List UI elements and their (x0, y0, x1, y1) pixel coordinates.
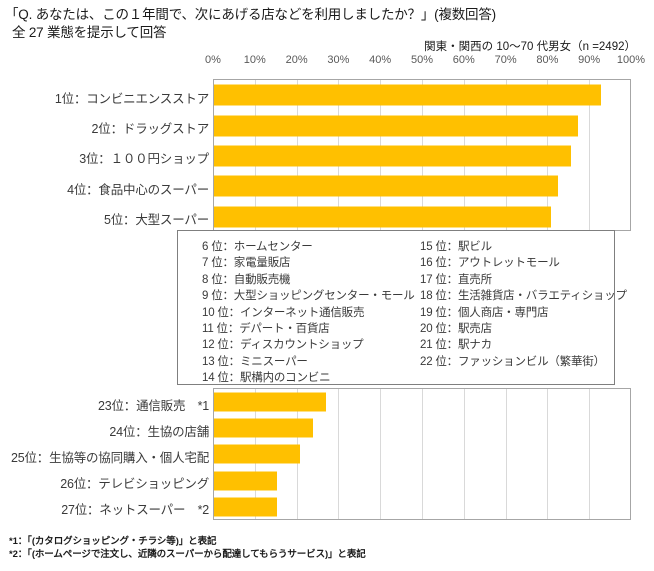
category-label: 3位：１００円ショップ (79, 152, 209, 167)
category-label: 23位：通信販売 *1 (97, 398, 209, 413)
sample-size-note: 関東・関西の 10〜70 代男女（n =2492） (424, 41, 636, 53)
category-label: 24位：生協の店舗 (109, 424, 209, 439)
gridline-70 (505, 389, 507, 519)
gridline-90 (589, 389, 591, 519)
footnotes: *1：「(カタログショッピング・チラシ等)」と表記 *2：「(ホームページで注文し… (9, 535, 366, 561)
legend-left-item: 13 位：ミニスーパー (202, 355, 308, 368)
x-axis-tick-50: 50% (410, 54, 434, 66)
bar (214, 497, 278, 517)
legend-left-item: 14 位：駅構内のコンビニ (202, 372, 331, 385)
x-axis-tick-40: 40% (369, 54, 392, 66)
legend-right-item: 22 位：ファッションビル（繁華街） (420, 355, 605, 368)
legend-right-item: 17 位：直売所 (420, 273, 492, 286)
gridline-50 (422, 389, 423, 519)
bar (214, 392, 327, 412)
x-axis-tick-100: 100% (616, 54, 646, 66)
ranks-6-to-22-listbox: 6 位：ホームセンター 7 位：家電量販店 8 位：自動販売機 9 位：大型ショッピン… (177, 230, 627, 387)
bar-row: 26位：テレビショッピング (60, 468, 630, 494)
legend-right-item: 19 位：個人商店・専門店 (420, 306, 549, 319)
legend-left-item: 10 位：インターネット通信販売 (202, 306, 365, 319)
page-subtitle: 全 27 業態を提示して回答 (12, 25, 167, 40)
bar-row: 3位：１００円ショップ (79, 141, 630, 171)
legend-right-item: 21 位：駅ナカ (420, 339, 492, 352)
legend-right-item: 18 位：生活雑貨店・バラエティショップ (420, 290, 627, 303)
category-label: 5位：大型スーパー (103, 213, 209, 228)
gridline-80 (547, 389, 549, 519)
footnote-1: *1：「(カタログショッピング・チラシ等)」と表記 (9, 536, 217, 547)
legend-left-item: 7 位：家電量販店 (202, 257, 291, 270)
x-axis-tick-70: 70% (494, 54, 517, 66)
bar (214, 175, 558, 197)
bar (214, 84, 602, 106)
category-label: 27位：ネットスーパー *2 (61, 503, 209, 518)
category-label: 26位：テレビショッピング (60, 477, 209, 492)
gridline-60 (463, 389, 465, 519)
x-axis-tick-10: 10% (243, 54, 266, 66)
bar-row: 5位：大型スーパー (104, 202, 630, 232)
bar-row: 27位：ネットスーパー *2 (61, 494, 630, 520)
bar-row: 25位：生協等の協同購入・個人宅配 (11, 441, 630, 467)
bar (214, 444, 301, 464)
legend-right-item: 15 位：駅ビル (420, 241, 492, 253)
category-label: 2位：ドラッグストア (91, 122, 210, 137)
legend-left-item: 9 位：大型ショッピングセンター・モール (202, 290, 415, 303)
bar (214, 206, 551, 228)
x-axis-tick-80: 80% (536, 54, 559, 66)
x-axis-tick-60: 60% (452, 54, 475, 66)
x-axis-tick-30: 30% (327, 54, 350, 66)
bar-row: 23位：通信販売 *1 (98, 389, 630, 415)
legend-left-item: 12 位：ディスカウントショップ (202, 339, 364, 352)
legend-column-left: 6 位：ホームセンター 7 位：家電量販店 8 位：自動販売機 9 位：大型ショッピン… (202, 239, 415, 387)
legend-left-item: 11 位：デパート・百貨店 (202, 323, 330, 336)
legend-column-right: 15 位：駅ビル 16 位：アウトレットモール 17 位：直売所 18 位：生活雑貨店… (420, 239, 627, 370)
x-axis-tick-90: 90% (578, 54, 601, 66)
legend-right-item: 16 位：アウトレットモール (420, 257, 560, 270)
chart-plot-area-bottom: 23位：通信販売 *1 24位：生協の店舗 25位：生協等の協同購入・個人宅配 26位… (11, 388, 631, 520)
bar (214, 471, 278, 491)
legend-left-item: 6 位：ホームセンター (202, 241, 313, 253)
x-axis-tick-20: 20% (285, 54, 308, 66)
footnote-2: *2：「(ホームページで注文し、近隣のスーパーから配達してもらうサービス)」と表… (9, 549, 366, 560)
bar-row: 24位：生協の店舗 (109, 415, 630, 441)
bar (214, 145, 571, 167)
page-title: 「Q. あなたは、この１年間で、次にあげる店などを利用しましたか？」(複数回答) (5, 7, 496, 22)
legend-right-item: 20 位：駅売店 (420, 323, 492, 336)
gridline-40 (380, 389, 382, 519)
gridline-90 (589, 80, 591, 230)
gridline-30 (338, 389, 340, 519)
chart-plot-area-top: 1位：コンビニエンスストア 2位：ドラッグストア 3位：１００円ショップ 4位：食品中… (55, 79, 631, 232)
category-label: 25位：生協等の協同購入・個人宅配 (10, 450, 209, 465)
category-label: 1位：コンビニエンスストア (54, 91, 209, 106)
bar-row: 4位：食品中心のスーパー (67, 171, 630, 201)
x-axis-tick-0: 0% (205, 54, 221, 66)
x-axis-tick-labels: 0% 10% 20% 30% 40% 50% 60% 70% 80% 90% 100% (0, 54, 654, 70)
bar-row: 1位：コンビニエンスストア (55, 80, 630, 110)
category-label: 4位：食品中心のスーパー (67, 182, 209, 197)
bar-row: 2位：ドラッグストア (92, 110, 630, 140)
bar (214, 115, 578, 137)
legend-left-item: 8 位：自動販売機 (202, 273, 291, 286)
bar (214, 418, 314, 438)
